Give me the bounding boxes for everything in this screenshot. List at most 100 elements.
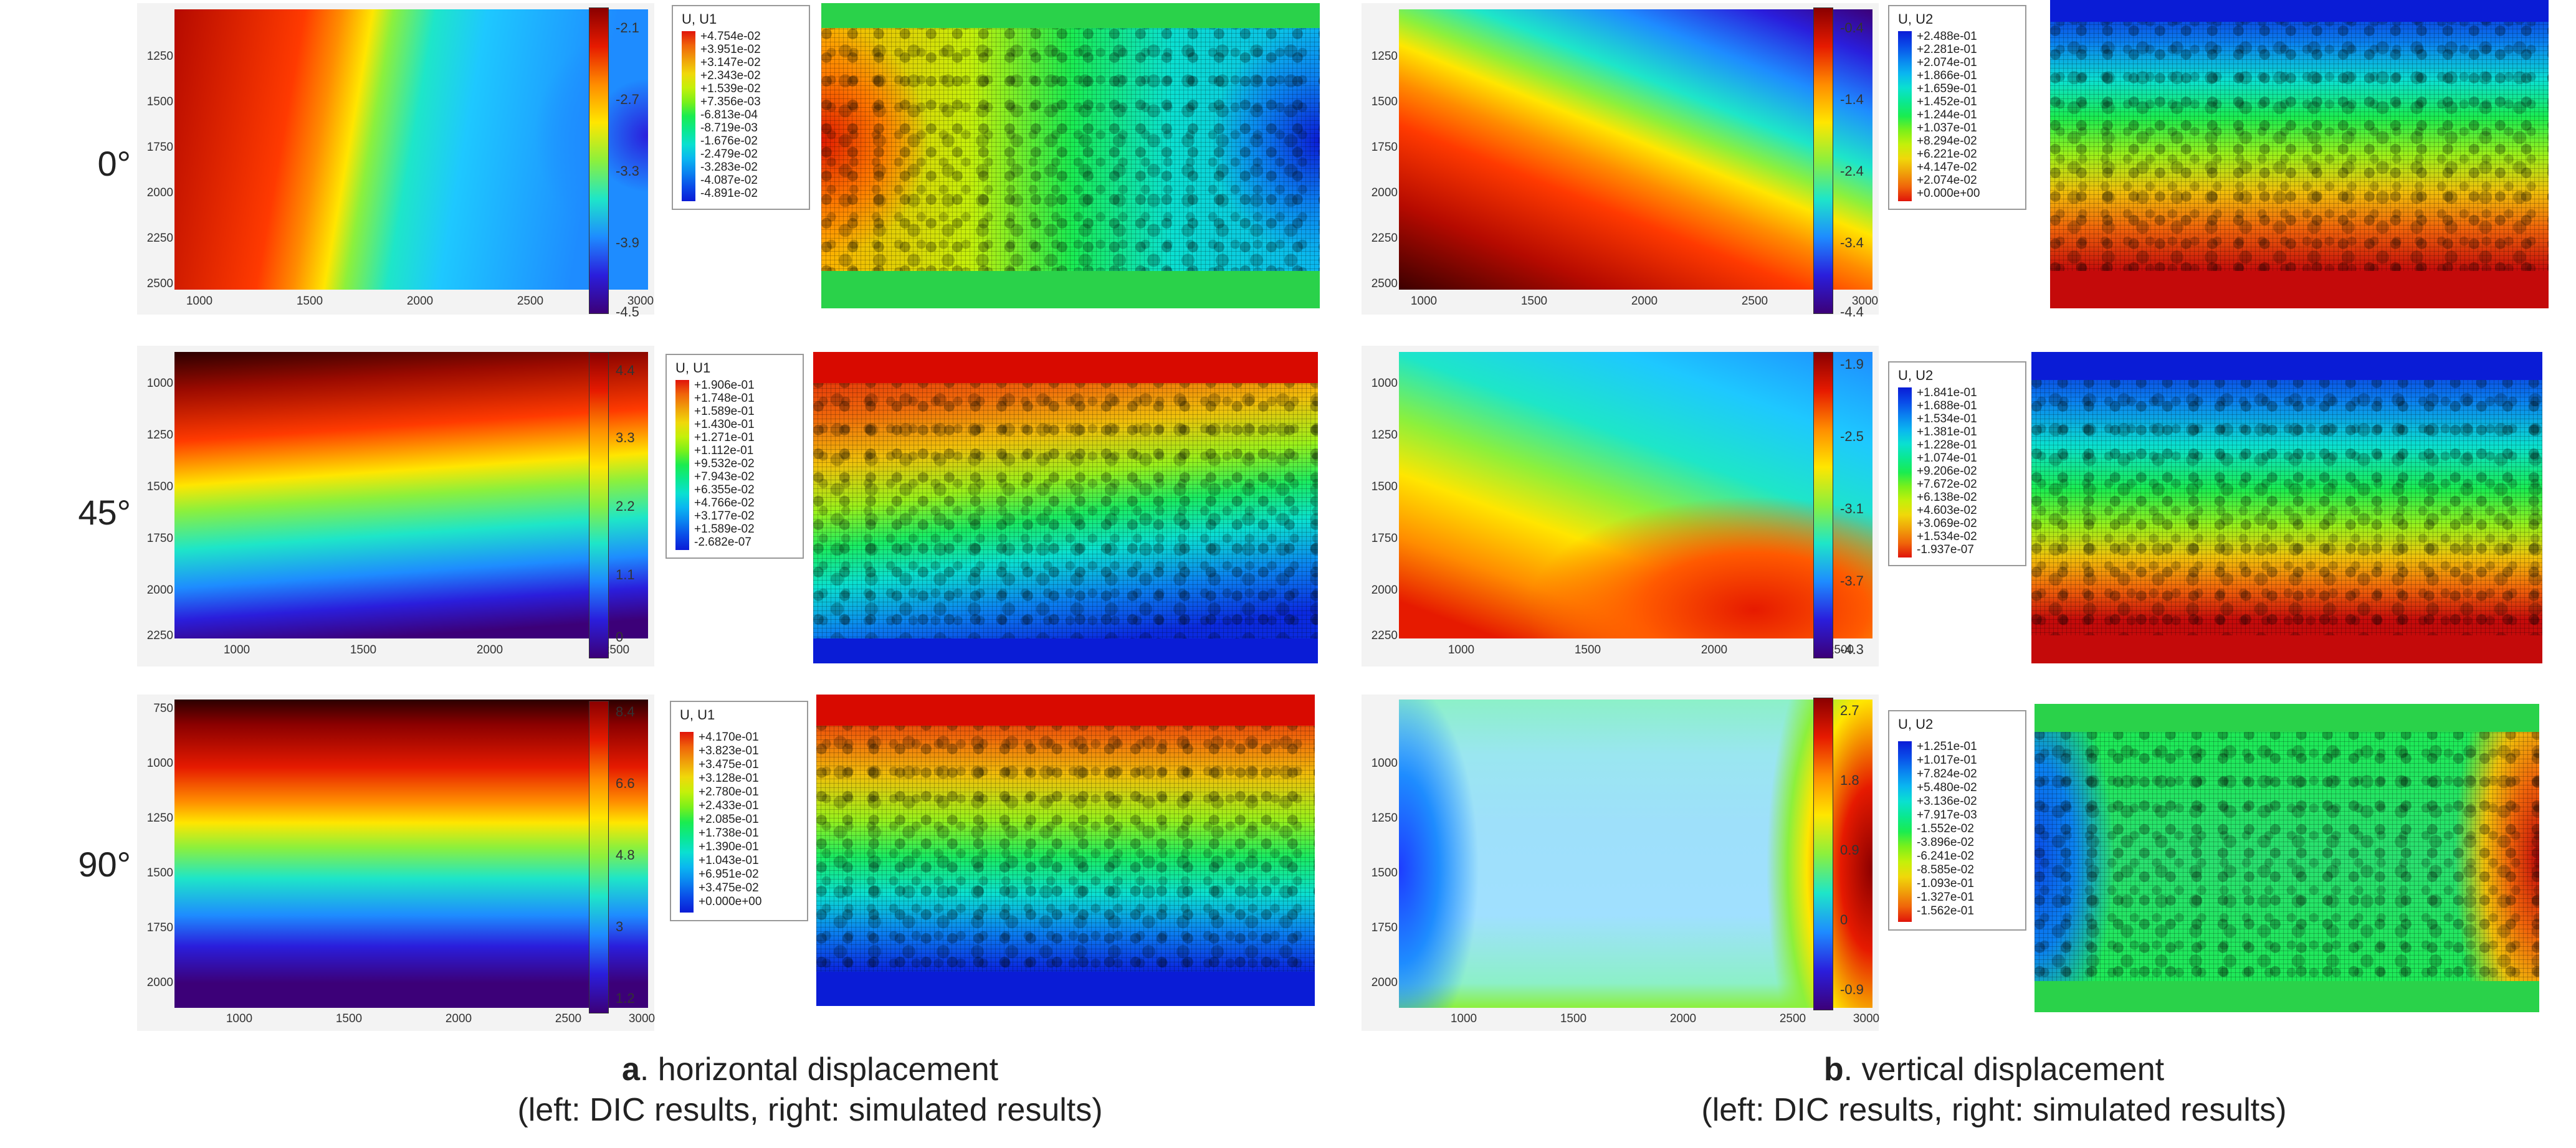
caption-b-letter: b: [1823, 1051, 1844, 1088]
ytick: 2250: [1371, 629, 1398, 642]
legend-entry: -3.283e-02: [700, 161, 758, 174]
ytick: 1500: [1371, 95, 1398, 108]
xtick: 1500: [335, 1012, 363, 1025]
legend-entry: +7.917e-03: [1917, 809, 1977, 822]
legend-entry: +1.390e-01: [699, 840, 759, 853]
colorbar-b-0: [1813, 7, 1833, 314]
legend-entry: +3.475e-01: [699, 758, 759, 771]
legend-swatch-column: [1898, 31, 1912, 201]
ytick: 1750: [146, 921, 173, 934]
colorbar-label: -4.4: [1840, 304, 1864, 320]
ytick: 1250: [1371, 812, 1398, 825]
legend-entry: -1.552e-02: [1917, 822, 1974, 835]
colorbar-label: -2.4: [1840, 163, 1864, 179]
legend-entry: +1.244e-01: [1917, 108, 1977, 121]
sim-boundary-top: [2050, 0, 2549, 22]
sim-boundary-top: [821, 3, 1320, 28]
legend-entry: -4.891e-02: [700, 187, 758, 200]
sim-boundary-top: [2031, 352, 2542, 380]
legend-entry: +3.475e-02: [699, 881, 759, 894]
dic-field-a-45: [174, 352, 648, 638]
legend-entry: +1.906e-01: [694, 379, 755, 392]
caption-a-letter: a: [621, 1051, 640, 1088]
ytick: 1500: [146, 95, 173, 108]
ytick: 1250: [146, 429, 173, 442]
legend-entry: +7.672e-02: [1917, 478, 1977, 491]
colorbar-label: -3.7: [1840, 573, 1864, 589]
colorbar-label: -1.9: [1840, 356, 1864, 372]
legend-swatch-column: [682, 31, 695, 201]
xtick: 1500: [350, 643, 377, 657]
sim-result-b-0: [2050, 0, 2549, 308]
legend-entry: -6.241e-02: [1917, 850, 1974, 863]
xtick: 2000: [1701, 643, 1728, 657]
ytick: 1500: [146, 866, 173, 880]
legend-entry: -1.327e-01: [1917, 891, 1974, 904]
ytick: 1250: [1371, 429, 1398, 442]
xtick: 2500: [1741, 295, 1768, 308]
colorbar-b-90: [1813, 698, 1833, 1010]
dic-field-b-0: [1399, 9, 1872, 290]
ytick: 1000: [146, 757, 173, 770]
legend-entry: +5.480e-02: [1917, 781, 1977, 794]
colorbar-label: 0: [616, 629, 624, 645]
row-label-45: 45°: [78, 493, 131, 532]
legend-entry: +0.000e+00: [699, 895, 762, 908]
legend-entry: +6.138e-02: [1917, 491, 1977, 504]
legend-title: U, U1: [682, 11, 717, 27]
dic-panel-b-45: 1000 1250 1500 1750 2000 2250 1000 1500 …: [1362, 346, 1879, 667]
legend-entry: +1.074e-01: [1917, 452, 1977, 465]
legend-entry: +1.381e-01: [1917, 425, 1977, 439]
colorbar-label: -4.5: [616, 304, 639, 320]
legend-entry: +3.136e-02: [1917, 795, 1977, 808]
dic-panel-b-90: 1000 1250 1500 1750 2000 1000 1500 2000 …: [1362, 695, 1879, 1031]
ytick: 750: [153, 702, 173, 715]
legend-entry: +3.177e-02: [694, 510, 755, 523]
caption-a: a. horizontal displacement (left: DIC re…: [324, 1050, 1296, 1131]
colorbar-label: 8.4: [616, 704, 635, 719]
caption-a-title: a. horizontal displacement: [324, 1050, 1296, 1090]
caption-b-title: b. vertical displacement: [1508, 1050, 2480, 1090]
sim-mesh: [2035, 704, 2539, 1012]
legend-entry: +1.589e-02: [694, 523, 755, 536]
ytick: 2500: [146, 277, 173, 290]
legend-entry: -1.676e-02: [700, 135, 758, 148]
sim-grains: [2035, 704, 2539, 1012]
xtick: 1500: [1560, 1012, 1587, 1025]
colorbar-label: -3.3: [616, 163, 639, 179]
legend-entry: +1.688e-01: [1917, 399, 1977, 412]
ytick: 2000: [146, 186, 173, 199]
colorbar-label: 4.8: [616, 847, 635, 863]
sim-grains: [821, 3, 1320, 308]
dic-field-b-90: [1399, 700, 1872, 1008]
colorbar-label: -2.1: [616, 20, 639, 36]
legend-entry: +2.085e-01: [699, 813, 759, 826]
sim-boundary-bottom: [2050, 271, 2549, 308]
legend-entry: +1.534e-02: [1917, 530, 1977, 543]
xtick: 1000: [186, 295, 213, 308]
ytick: 2250: [146, 629, 173, 642]
legend-entry: -1.093e-01: [1917, 877, 1974, 890]
ytick: 2250: [146, 232, 173, 245]
xtick: 3000: [627, 295, 654, 308]
colorbar-label: 3: [616, 919, 624, 934]
legend-entry: +2.433e-01: [699, 799, 759, 812]
legend-entry: +8.294e-02: [1917, 135, 1977, 148]
colorbar-label: -1.4: [1840, 92, 1864, 107]
sim-result-a-90: [816, 695, 1315, 1006]
sim-mesh: [813, 352, 1318, 663]
legend-entry: +2.074e-02: [1917, 174, 1977, 187]
sim-boundary-top: [816, 695, 1315, 726]
xtick: 2000: [445, 1012, 472, 1025]
legend-entry: +9.206e-02: [1917, 465, 1977, 478]
xtick: 2000: [406, 295, 434, 308]
sim-grains: [2050, 0, 2549, 308]
legend-b-90: U, U2 +1.251e-01 +1.017e-01 +7.824e-02 +…: [1888, 710, 2026, 931]
ytick: 1500: [1371, 480, 1398, 493]
ytick: 1000: [146, 377, 173, 390]
colorbar-label: -0.9: [1840, 982, 1864, 997]
legend-swatch-column: [1898, 387, 1912, 557]
legend-entry: -8.585e-02: [1917, 863, 1974, 876]
ytick: 2000: [1371, 976, 1398, 989]
legend-entry: +3.951e-02: [700, 43, 761, 56]
